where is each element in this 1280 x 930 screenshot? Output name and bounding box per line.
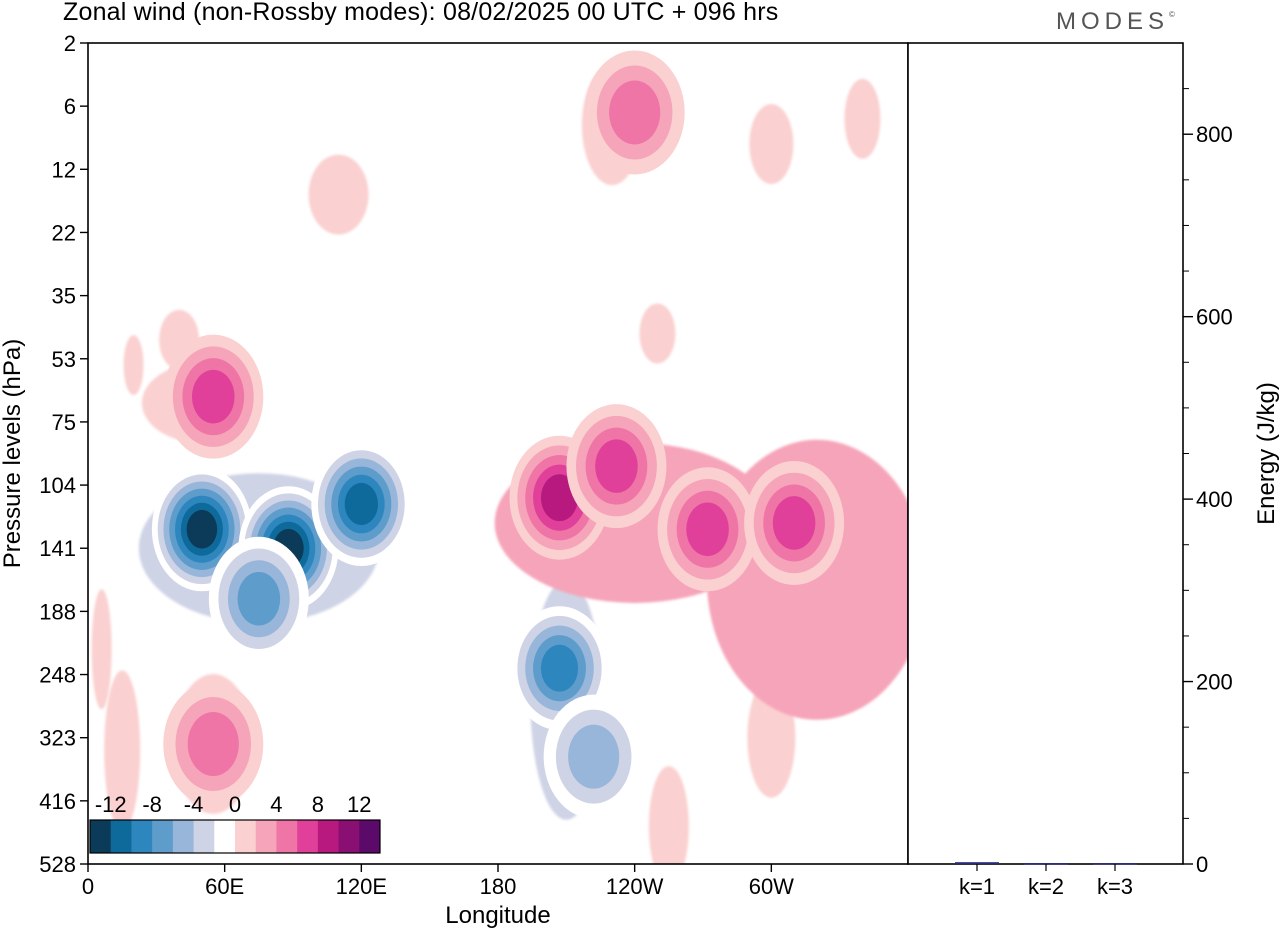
colorbar-swatch [359,820,381,853]
y-tick-label: 53 [52,347,76,372]
brand-name: MODES [1056,8,1170,35]
contour-patch [648,766,689,864]
heatmap-plot-area [88,50,908,864]
contour-patch [91,589,112,710]
y-tick-label: 141 [39,536,76,561]
x-tick-label: 60W [749,874,794,899]
energy-tick-label: 800 [1196,122,1233,147]
colorbar-swatch [297,820,319,853]
chart-title: Zonal wind (non-Rossby modes): 08/02/202… [63,0,779,26]
contour-level-feature-11 [187,712,239,777]
colorbar-swatch [110,820,132,853]
contour-patch [751,185,792,306]
colorbar-label: 0 [229,792,241,817]
energy-tick-label: 0 [1196,852,1208,877]
contour-patch [123,335,144,396]
contour-level-feature-2 [344,482,379,526]
energy-category-label: k=3 [1097,874,1133,899]
x-tick-label: 120E [336,874,387,899]
contour-level-feature-3 [237,571,281,626]
x-tick-label: 60E [205,874,244,899]
x-tick-label: 0 [82,874,94,899]
energy-axis-label: Energy (J/kg) [1253,382,1280,525]
contour-level-feature-9 [686,502,729,557]
energy-bar-k=3 [1093,863,1137,865]
contour-level-feature-8 [595,439,638,493]
contour-patch [844,78,881,159]
energy-tick-label: 400 [1196,487,1233,512]
energy-panel-frame [907,42,1184,865]
colorbar-swatch [317,820,340,853]
energy-category-label: k=2 [1028,874,1064,899]
colorbar-swatch [172,820,195,853]
y-tick-label: 416 [39,789,76,814]
colorbar-swatch [255,820,277,853]
energy-bar-k=2 [1024,863,1068,865]
colorbar-swatch [276,820,298,853]
y-tick-label: 6 [64,94,76,119]
colorbar-swatch [214,820,236,853]
y-tick-label: 35 [52,284,76,309]
y-tick-label: 528 [39,852,76,877]
y-tick-label: 248 [39,663,76,688]
colorbar-label: 4 [270,792,282,817]
contour-patch [308,154,369,235]
contour-patch [639,303,676,364]
colorbar-swatch [131,820,153,853]
x-tick-label: 120W [606,874,664,899]
y-tick-label: 188 [39,599,76,624]
colorbar-label: -8 [142,792,162,817]
colorbar-swatch [152,820,174,853]
x-tick-label: 180 [480,874,517,899]
colorbar-swatch [193,820,215,853]
colorbar-swatch [338,820,360,853]
contour-level-feature-0 [186,509,218,549]
colorbar-frame [89,819,381,854]
y-tick-label: 75 [52,410,76,435]
contour-patch [104,670,141,831]
brand-logo: MODES© [1056,8,1175,35]
energy-tick-label: 600 [1196,305,1233,330]
energy-category-label: k=1 [959,874,995,899]
contour-level-feature-7 [540,474,579,522]
y-tick-label: 104 [39,473,76,498]
colorbar-label: -12 [95,792,127,817]
contour-level-feature-12 [609,80,661,145]
contour-patch [407,197,452,318]
colorbar-swatch [90,820,112,853]
contour-level-feature-5 [568,724,620,789]
y-axis-label: Pressure levels (hPa) [0,339,26,568]
colorbar-label: 8 [312,792,324,817]
colorbar-label: 12 [347,792,371,817]
y-tick-label: 12 [52,157,76,182]
contour-patch [94,450,119,507]
y-tick-label: 2 [64,31,76,56]
contour-patch [823,385,856,458]
y-tick-label: 22 [52,220,76,245]
contour-patch [583,219,640,360]
contour-level-feature-4 [540,644,579,692]
contour-level-feature-6 [191,369,235,424]
colorbar: -12 -8 -4 0 4 8 12 [89,792,381,854]
colorbar-swatch [235,820,257,853]
contour-patch [88,195,141,296]
contour-patch [871,286,900,407]
y-tick-label: 323 [39,726,76,751]
energy-bar-k=1 [955,862,999,864]
colorbar-label: -4 [184,792,204,817]
energy-tick-label: 200 [1196,670,1233,695]
x-axis-label: Longitude [445,902,550,929]
contour-patch [208,141,241,222]
energy-bar-panel: 0 200 400 600 800 Energy (J/kg) k=1 k=2 k=3 [907,42,1280,899]
contour-envelope [389,577,470,798]
contour-patch [749,104,794,185]
contour-level-feature-10 [772,496,816,550]
